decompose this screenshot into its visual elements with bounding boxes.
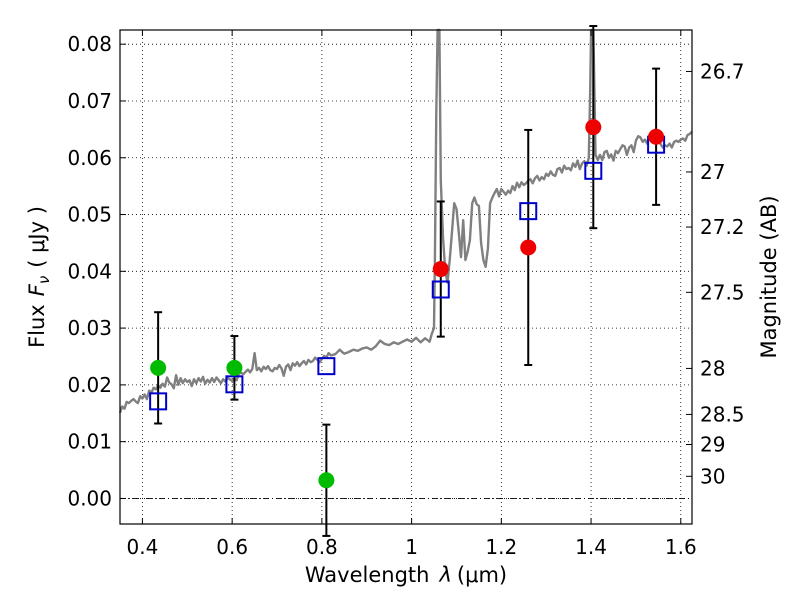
detection-point [150,359,167,376]
x-ticks: 0.4 0.6 0.8 1 1.2 1.4 1.6 [127,30,697,559]
x-tick-label: 0.8 [306,535,338,559]
detection-point [226,359,243,376]
detection-point [432,261,449,278]
detection-point [318,472,335,489]
plot-frame [119,29,693,525]
x-tick-label: 1.2 [485,535,517,559]
y-tick-label: 0.02 [67,373,112,397]
model-photometry-square [225,375,244,394]
x-tick-label: 1.6 [665,535,697,559]
error-bars [154,25,661,537]
magnitude-tick-label: 28 [700,356,725,380]
y-tick-label: 0.03 [67,316,112,340]
magnitude-tick-label: 29 [700,433,725,457]
y-tick-label: 0.07 [67,89,112,113]
magnitude-axis-label: Magnitude (AB) [757,195,781,358]
detection-point [520,239,537,256]
magnitude-tick-label: 28.5 [700,402,745,426]
model-photometry-square [431,280,450,299]
y-tick-label: 0.01 [67,430,112,454]
magnitude-tick-label: 27.5 [700,280,745,304]
magnitude-tick-label: 26.7 [700,59,745,83]
y-tick-label: 0.00 [67,486,112,510]
y-ticks: 0.00 0.01 0.02 0.03 0.04 0.05 0.06 0.07 0.08 [67,32,126,510]
magnitude-tick-label: 27 [700,160,725,184]
model-photometry-square [519,202,538,221]
x-tick-label: 1.4 [575,535,607,559]
detection-point [585,119,602,136]
x-tick-label: 1 [405,535,418,559]
magnitude-tick-label: 27.2 [700,215,745,239]
x-tick-label: 0.6 [216,535,248,559]
grid [120,30,692,524]
model-photometry-square [317,357,336,376]
spectrum-line [118,28,693,414]
magnitude-tick-label: 30 [700,464,725,488]
x-axis-label: Wavelength λ (μm) [305,563,507,587]
y-tick-label: 0.06 [67,146,112,170]
model-photometry-square [149,392,168,411]
y-tick-label: 0.05 [67,203,112,227]
x-tick-label: 0.4 [127,535,159,559]
y-tick-label: 0.04 [67,259,112,283]
y-axis-label: FluxFν( μJy ) [25,206,53,348]
y-tick-label: 0.08 [67,32,112,56]
spectrum [118,28,693,414]
detections [150,119,665,489]
model-photometry-square [584,161,603,180]
magnitude-ticks: 26.7 27 27.2 27.5 28 28.5 29 30 [686,59,745,488]
detection-point [648,128,665,145]
